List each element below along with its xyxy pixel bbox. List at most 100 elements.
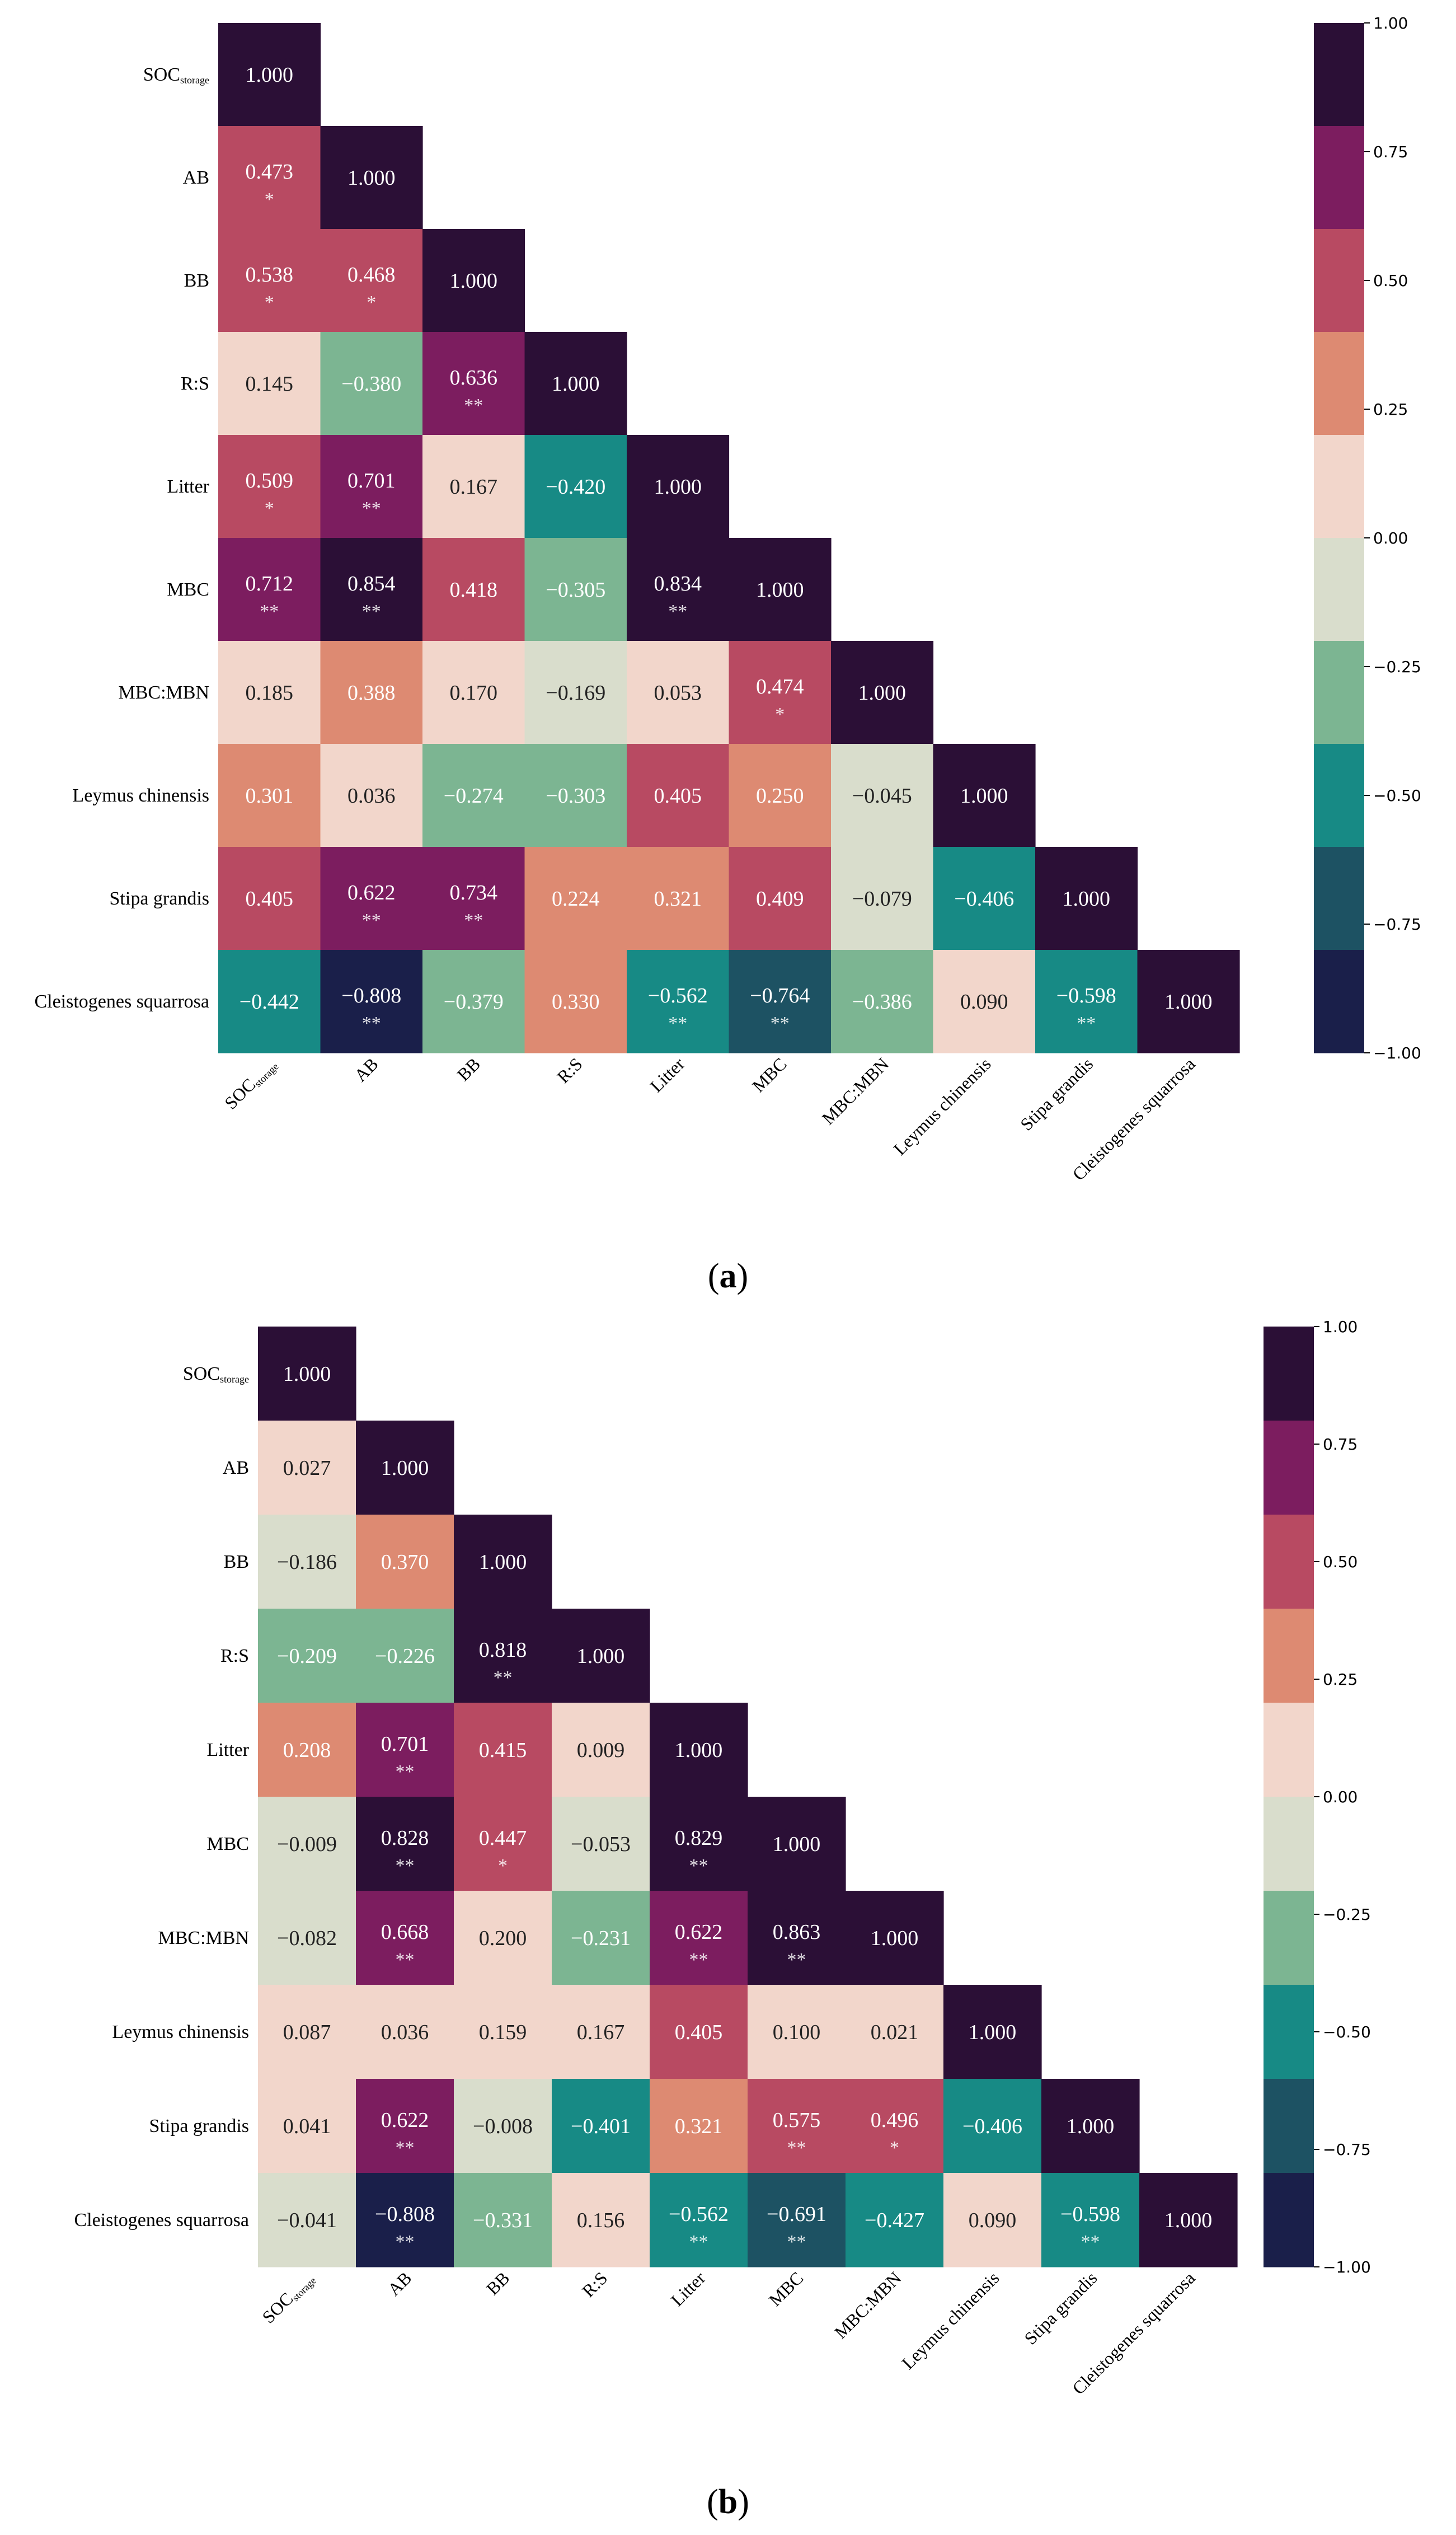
row-label: MBC:MBN xyxy=(119,682,210,703)
colorbar-segment xyxy=(1264,2173,1314,2267)
heatmap-cell xyxy=(320,950,423,1053)
heatmap-cell xyxy=(627,538,730,641)
cell-value-label: 1.000 xyxy=(969,2021,1017,2044)
column-label: MBC:MBN xyxy=(830,2267,905,2342)
cell-value-label: 0.474 xyxy=(756,675,804,699)
heatmap-cell xyxy=(218,950,321,1053)
column-label: MBC xyxy=(748,1053,791,1096)
heatmap-cell xyxy=(320,435,423,538)
cell-value-label: 0.829 xyxy=(675,1826,723,1850)
heatmap-cell xyxy=(218,538,321,641)
cell-value-label: −0.380 xyxy=(341,372,401,396)
heatmap-cell xyxy=(422,847,525,950)
column-label: AB xyxy=(384,2267,416,2299)
colorbar-tick-label: −0.25 xyxy=(1373,658,1421,676)
significance-mark: * xyxy=(890,2138,899,2158)
panel-label: (b) xyxy=(707,2483,749,2521)
colorbar-segment xyxy=(1314,23,1364,126)
heatmap-cell xyxy=(627,744,730,847)
column-label: Stipa grandis xyxy=(1016,1053,1097,1134)
heatmap-cell xyxy=(846,1985,944,2079)
heatmap-cell xyxy=(454,1797,552,1891)
cell-value-label: −0.808 xyxy=(341,984,401,1008)
cell-value-label: 0.415 xyxy=(479,1739,527,1762)
significance-mark: ** xyxy=(787,2138,806,2158)
cell-value-label: 1.000 xyxy=(1164,990,1213,1014)
column-label: Stipa grandis xyxy=(1020,2267,1101,2348)
cell-value-label: −0.598 xyxy=(1056,984,1116,1008)
cell-value-label: 1.000 xyxy=(552,372,600,396)
cell-value-label: 1.000 xyxy=(381,1456,429,1480)
colorbar-segment xyxy=(1314,641,1364,744)
heatmap-cell xyxy=(258,2173,356,2267)
cell-value-label: −0.231 xyxy=(571,1927,631,1950)
heatmap-cell xyxy=(258,2079,356,2173)
heatmap-cell xyxy=(320,641,423,744)
heatmap-cell xyxy=(356,1891,454,1985)
heatmap-cell xyxy=(258,1985,356,2079)
heatmap-cell xyxy=(729,641,832,744)
colorbar-segment xyxy=(1314,847,1364,950)
significance-mark: ** xyxy=(771,1013,790,1034)
heatmap-cell xyxy=(356,1609,454,1703)
heatmap-cell xyxy=(218,744,321,847)
heatmap-cell xyxy=(552,2173,650,2267)
heatmap-cell xyxy=(627,435,730,538)
row-label: Stipa grandis xyxy=(110,888,209,909)
cell-value-label: 0.405 xyxy=(246,887,294,911)
cell-value-label: 0.321 xyxy=(675,2115,723,2138)
heatmap-panel-a: 1.000 0.473 * 1.000 0.538 * 0.468 * 1.000 0.145 −0… xyxy=(34,14,1421,1295)
significance-mark: ** xyxy=(668,601,687,622)
cell-value-label: 0.250 xyxy=(756,784,804,808)
cell-value-label: −0.406 xyxy=(962,2115,1022,2138)
cell-value-label: 0.224 xyxy=(552,887,600,911)
cell-value-label: 1.000 xyxy=(246,63,294,87)
cell-value-label: 0.041 xyxy=(283,2115,331,2138)
heatmap-cell xyxy=(552,1891,650,1985)
significance-mark: ** xyxy=(668,1013,687,1034)
heatmap-cell xyxy=(748,1797,846,1891)
cell-value-label: 0.622 xyxy=(381,2108,429,2132)
cell-value-label: −0.442 xyxy=(239,990,299,1014)
heatmap-cell xyxy=(1035,950,1138,1053)
heatmap-cell xyxy=(422,538,525,641)
cell-value-label: 1.000 xyxy=(871,1927,919,1950)
heatmap-cell xyxy=(356,1703,454,1797)
column-label: AB xyxy=(350,1053,382,1085)
significance-mark: ** xyxy=(396,2232,415,2252)
cell-value-label: 0.053 xyxy=(654,681,702,705)
colorbar-tick-label: −0.50 xyxy=(1323,2023,1371,2041)
colorbar-segment xyxy=(1314,744,1364,847)
heatmap-cell xyxy=(320,332,423,435)
cell-value-label: 0.145 xyxy=(246,372,294,396)
row-label: BB xyxy=(224,1552,249,1572)
heatmap-cell xyxy=(454,1703,552,1797)
cell-value-label: 0.156 xyxy=(577,2209,625,2232)
heatmap-cell xyxy=(846,2079,944,2173)
cell-value-label: −0.406 xyxy=(954,887,1014,911)
cell-value-label: 1.000 xyxy=(1063,887,1111,911)
cell-value-label: 1.000 xyxy=(347,166,396,190)
heatmap-cell xyxy=(650,1985,748,2079)
cell-value-label: 1.000 xyxy=(1164,2209,1213,2232)
row-label: Litter xyxy=(206,1740,249,1760)
column-label: MBC xyxy=(765,2267,807,2310)
colorbar-segment xyxy=(1264,1985,1314,2079)
cell-value-label: −0.274 xyxy=(444,784,504,808)
heatmap-cell xyxy=(218,435,321,538)
significance-mark: ** xyxy=(689,2232,708,2252)
heatmap-cell xyxy=(748,1985,846,2079)
heatmap-cell xyxy=(1139,2173,1238,2267)
heatmap-cell xyxy=(258,1797,356,1891)
heatmap-cell xyxy=(524,950,627,1053)
colorbar-segment xyxy=(1264,1421,1314,1515)
cell-value-label: −0.331 xyxy=(473,2209,533,2232)
heatmap-cell xyxy=(552,2079,650,2173)
significance-mark: ** xyxy=(464,395,483,416)
heatmap-cell xyxy=(524,641,627,744)
cell-value-label: 1.000 xyxy=(773,1833,821,1856)
cell-value-label: 0.388 xyxy=(347,681,396,705)
heatmap-cell xyxy=(524,538,627,641)
colorbar-segment xyxy=(1264,2079,1314,2173)
heatmap-cell xyxy=(422,744,525,847)
